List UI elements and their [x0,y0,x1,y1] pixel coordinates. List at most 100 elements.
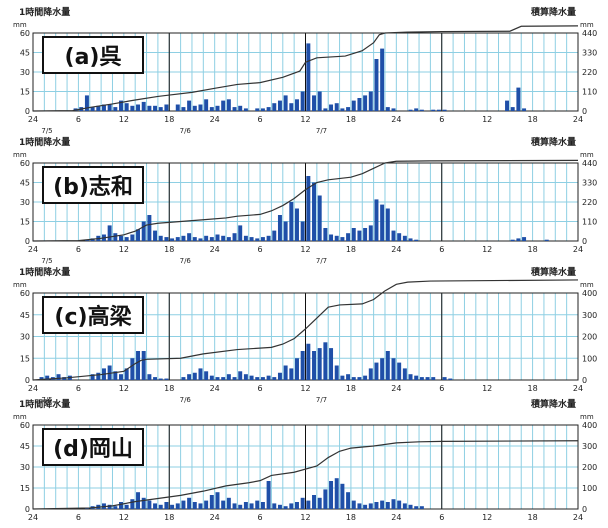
hourly-rain-bar [414,506,419,509]
hourly-rain-bar [107,225,112,241]
hourly-rain-bar [294,358,299,380]
hourly-rain-bar [346,492,351,509]
hourly-rain-bar [90,374,95,380]
cumulative-tick-label: 0 [582,376,587,385]
hourly-rain-bar [158,504,163,509]
hourly-tick-label: 60 [20,289,30,298]
hourly-rain-bar [425,377,430,380]
hourly-rain-bar [124,368,129,380]
hourly-rain-bar [380,48,385,111]
hourly-rain-bar [226,374,231,380]
hourly-rain-bar [357,98,362,111]
hourly-rain-bar [419,109,424,111]
hourly-rain-bar [363,504,368,509]
hourly-rain-bar [153,105,158,111]
hourly-rain-bar [334,103,339,111]
x-tick-label: 18 [164,115,174,124]
hourly-rain-bar [334,365,339,380]
hourly-rain-bar [113,371,118,380]
cumulative-rain-label: 積算降水量 [530,266,576,278]
hourly-tick-label: 60 [20,421,30,430]
hourly-rain-bar [397,500,402,509]
cumulative-rain-line [32,159,579,242]
hourly-rain-bar [153,377,158,380]
hourly-rain-bar [448,378,453,380]
hourly-rain-bar [124,504,129,509]
x-tick-label: 12 [482,384,492,393]
hourly-rain-bar [283,221,288,241]
hourly-rain-bar [181,377,186,380]
hourly-rain-bar [436,109,441,111]
hourly-rain-bar [238,371,243,380]
hourly-rain-bar [113,233,118,241]
hourly-rain-bar [232,503,237,509]
date-label: 7/7 [316,396,327,404]
hourly-rain-bar [221,100,226,111]
hourly-rain-bar [442,377,447,380]
hourly-rain-bar [243,108,248,111]
cumulative-tick-label: 330 [582,49,597,58]
hourly-rain-bar [306,43,311,111]
hourly-rain-bar [329,234,334,241]
hourly-tick-label: 45 [20,49,30,58]
hourly-rain-bar [187,497,192,509]
hourly-rain-bar [300,221,305,241]
x-tick-label: 18 [527,115,537,124]
hourly-rain-bar [402,503,407,509]
hourly-rain-bar [232,107,237,111]
hourly-rain-bar [226,237,231,241]
hourly-rain-bar [294,208,299,241]
x-tick-label: 12 [300,513,310,522]
hourly-rain-bar [351,377,356,380]
x-tick-label: 18 [164,384,174,393]
x-tick-label: 12 [482,513,492,522]
cumulative-rain-line [32,440,579,510]
x-tick-label: 6 [439,245,444,254]
right-unit-label: mm [580,151,594,159]
left-unit-label: mm [13,413,27,421]
hourly-rain-bar [113,107,118,111]
hourly-rain-bar [192,237,197,241]
hourly-rain-bar [334,235,339,241]
hourly-rain-bar [141,101,146,111]
panel-title: (a)呉 [65,45,122,70]
x-tick-label: 12 [482,245,492,254]
hourly-rain-bar [141,221,146,241]
date-label: 7/5 [41,127,52,135]
hourly-rain-bar [226,497,231,509]
hourly-rain-bar [340,375,345,380]
cumulative-tick-label: 400 [582,421,597,430]
cumulative-tick-label: 0 [582,107,587,116]
hourly-rain-bar [187,374,192,380]
hourly-rain-bar [442,109,447,111]
hourly-rain-bar [215,234,220,241]
hourly-rain-bar [238,504,243,509]
hourly-rain-bar [153,230,158,241]
x-tick-label: 18 [527,245,537,254]
hourly-rain-bar [187,233,192,241]
hourly-rain-bar [130,105,135,111]
hourly-rain-bar [289,368,294,380]
plot-frame [32,424,579,510]
hourly-rain-bar [130,234,135,241]
hourly-rain-bar [96,105,101,111]
x-tick-label: 12 [119,115,129,124]
hourly-rain-bar [306,343,311,380]
plot-frame [32,32,579,112]
hourly-rain-bar [306,500,311,509]
x-tick-label: 6 [439,513,444,522]
hourly-rain-bar [317,348,322,380]
hourly-rain-bar [215,492,220,509]
x-tick-label: 24 [391,245,401,254]
hourly-rain-bar [147,105,152,111]
x-tick-label: 24 [573,245,583,254]
x-tick-label: 24 [391,384,401,393]
hourly-rain-bar [238,105,243,111]
hourly-tick-label: 0 [25,376,30,385]
hourly-rain-bar [329,104,334,111]
hourly-rain-bar [198,104,203,111]
hourly-rain-bar [164,378,169,380]
hourly-rain-bar [340,108,345,111]
hourly-rain-label: 1時間降水量 [19,136,70,148]
